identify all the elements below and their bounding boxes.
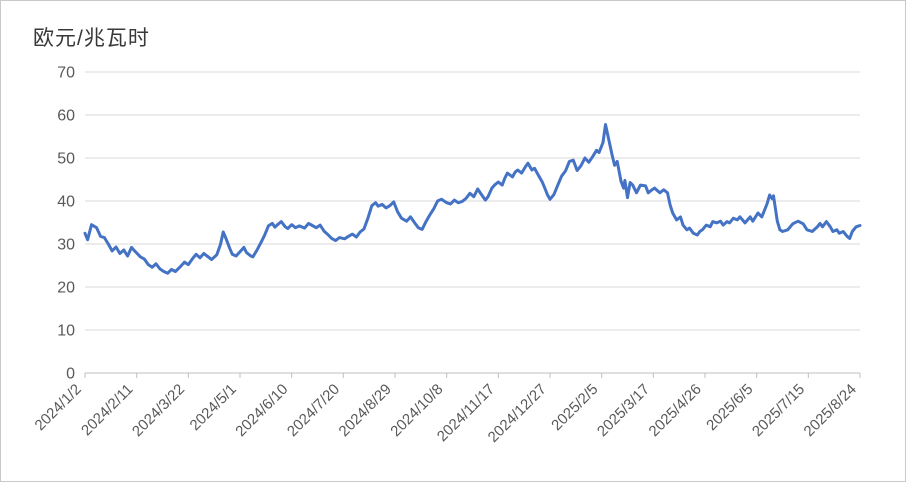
y-axis-tick-label: 60 — [57, 108, 75, 125]
y-axis-tick-label: 50 — [57, 151, 75, 168]
x-axis-tick-label: 2025/7/15 — [749, 381, 808, 440]
x-axis-tick-label: 2025/3/17 — [594, 381, 653, 440]
x-axis-tick-label: 2024/6/10 — [232, 381, 291, 440]
y-axis-tick-label: 20 — [57, 280, 75, 297]
x-axis-tick-label: 2025/8/24 — [801, 381, 860, 440]
x-axis-tick-label: 2025/6/5 — [703, 381, 756, 434]
price-line-series — [83, 123, 862, 275]
y-axis-tick-label: 40 — [57, 194, 75, 211]
x-axis-tick-label: 2025/4/26 — [646, 381, 705, 440]
x-axis-tick-label: 2024/1/2 — [32, 381, 85, 434]
x-axis-tick-label: 2024/8/29 — [336, 381, 395, 440]
y-axis-tick-label: 10 — [57, 323, 75, 340]
chart-title: 欧元/兆瓦时 — [33, 27, 150, 50]
x-axis-tick-label: 2024/3/22 — [129, 381, 188, 440]
y-axis-tick-label: 0 — [66, 366, 75, 383]
x-axis-tick-label: 2024/2/11 — [78, 381, 136, 439]
x-axis-tick-label: 2024/7/20 — [284, 381, 343, 440]
x-axis-tick-label: 2025/2/5 — [548, 381, 601, 434]
x-axis-tick-label: 2024/5/1 — [187, 381, 240, 434]
y-axis-tick-label: 30 — [57, 237, 75, 254]
y-axis-tick-label: 70 — [57, 65, 75, 82]
